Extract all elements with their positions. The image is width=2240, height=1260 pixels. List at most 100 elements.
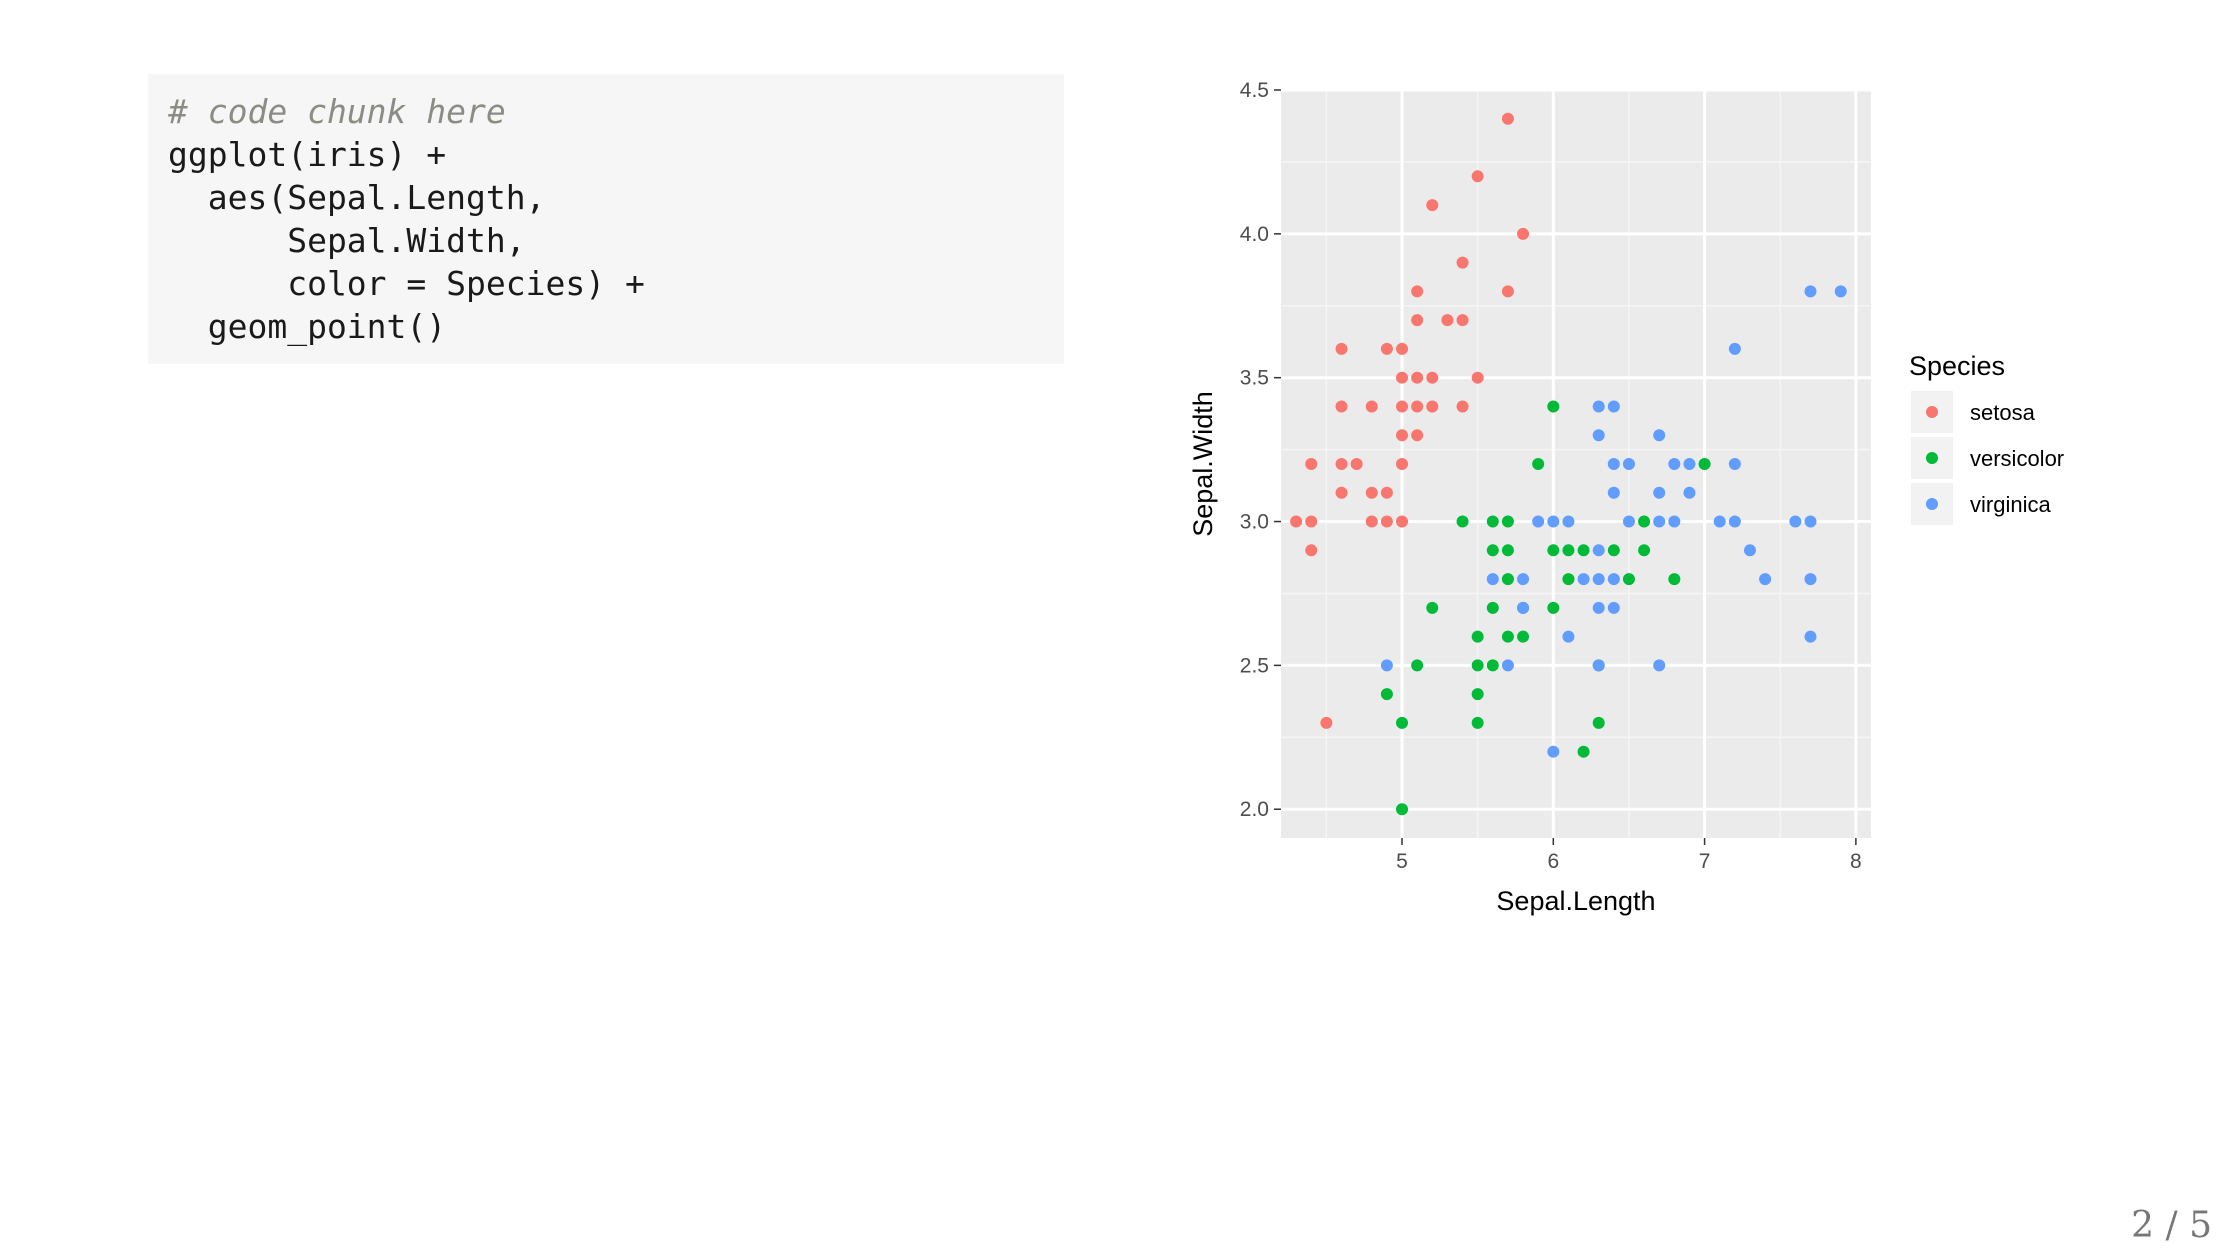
data-point-virginica [1501, 659, 1514, 672]
data-point-setosa [1411, 371, 1424, 384]
data-point-virginica [1547, 515, 1560, 528]
data-point-virginica [1804, 573, 1817, 586]
legend-label-virginica: virginica [1970, 492, 2051, 517]
data-point-virginica [1592, 601, 1605, 614]
data-point-virginica [1728, 458, 1741, 470]
data-point-versicolor [1486, 544, 1499, 557]
data-point-virginica [1653, 429, 1666, 442]
data-point-virginica [1547, 745, 1560, 758]
data-point-versicolor [1698, 458, 1711, 470]
data-point-virginica [1592, 659, 1605, 672]
data-point-setosa [1365, 400, 1378, 413]
data-point-setosa [1471, 371, 1484, 384]
data-point-setosa [1396, 342, 1409, 355]
data-point-setosa [1501, 112, 1514, 125]
data-point-virginica [1607, 400, 1620, 413]
code-comment: # code chunk here [168, 92, 506, 131]
data-point-setosa [1396, 400, 1409, 413]
data-point-setosa [1396, 371, 1409, 384]
axes: 5 6 7 8 2.0 2.5 3.0 3.5 4.0 4.5 [1240, 79, 1862, 873]
data-point-setosa [1290, 515, 1303, 528]
data-point-virginica [1486, 573, 1499, 586]
data-point-virginica [1592, 400, 1605, 413]
data-point-setosa [1426, 199, 1439, 212]
y-tick-label: 2.5 [1240, 654, 1269, 677]
data-point-setosa [1501, 285, 1514, 298]
data-point-virginica [1592, 544, 1605, 557]
code-line: ggplot(iris) + [168, 135, 447, 174]
data-point-versicolor [1517, 630, 1530, 643]
data-point-setosa [1350, 458, 1363, 470]
data-point-virginica [1607, 458, 1620, 470]
data-point-setosa [1396, 515, 1409, 528]
data-point-setosa [1426, 371, 1439, 384]
data-point-virginica [1592, 573, 1605, 586]
data-point-virginica [1607, 573, 1620, 586]
y-tick-label: 4.5 [1240, 79, 1269, 102]
data-point-setosa [1335, 458, 1348, 470]
data-point-versicolor [1668, 573, 1681, 586]
data-point-virginica [1607, 486, 1620, 499]
x-axis-label: Sepal.Length [1496, 886, 1655, 916]
data-point-setosa [1411, 314, 1424, 327]
code-line: Sepal.Width, [168, 221, 526, 260]
data-point-versicolor [1456, 515, 1469, 528]
data-point-virginica [1562, 515, 1575, 528]
data-point-setosa [1365, 515, 1378, 528]
data-point-setosa [1320, 716, 1333, 729]
data-point-setosa [1396, 458, 1409, 470]
data-point-virginica [1683, 458, 1696, 470]
legend-marker-virginica [1926, 498, 1938, 510]
data-point-versicolor [1562, 544, 1575, 557]
major-gridlines [1281, 88, 1871, 838]
data-point-versicolor [1501, 573, 1514, 586]
data-point-virginica [1728, 515, 1741, 528]
data-point-setosa [1411, 285, 1424, 298]
legend-title: Species [1909, 351, 2005, 381]
data-point-virginica [1834, 285, 1847, 298]
data-point-versicolor [1638, 544, 1651, 557]
data-point-virginica [1517, 573, 1530, 586]
data-point-setosa [1426, 400, 1439, 413]
data-point-virginica [1592, 429, 1605, 442]
data-point-virginica [1728, 342, 1741, 355]
code-text: # code chunk here ggplot(iris) + aes(Sep… [168, 90, 1044, 348]
data-point-virginica [1804, 515, 1817, 528]
data-point-virginica [1789, 515, 1802, 528]
data-point-setosa [1396, 429, 1409, 442]
data-point-virginica [1622, 515, 1635, 528]
data-point-virginica [1653, 515, 1666, 528]
data-points [1290, 112, 1847, 816]
data-point-versicolor [1471, 716, 1484, 729]
data-point-versicolor [1380, 688, 1393, 701]
data-point-virginica [1759, 573, 1772, 586]
data-point-setosa [1456, 314, 1469, 327]
legend-label-versicolor: versicolor [1970, 446, 2064, 471]
data-point-virginica [1804, 630, 1817, 643]
y-tick-label: 3.5 [1240, 367, 1269, 390]
code-line: geom_point() [168, 307, 447, 346]
data-point-setosa [1380, 515, 1393, 528]
data-point-virginica [1622, 458, 1635, 470]
y-tick-label: 4.0 [1240, 223, 1269, 246]
data-point-virginica [1668, 458, 1681, 470]
data-point-versicolor [1577, 745, 1590, 758]
data-point-versicolor [1607, 544, 1620, 557]
code-line: aes(Sepal.Length, [168, 178, 546, 217]
data-point-setosa [1335, 400, 1348, 413]
data-point-virginica [1713, 515, 1726, 528]
data-point-versicolor [1471, 688, 1484, 701]
data-point-virginica [1380, 659, 1393, 672]
data-point-versicolor [1501, 544, 1514, 557]
data-point-versicolor [1562, 573, 1575, 586]
data-point-virginica [1532, 515, 1545, 528]
data-point-versicolor [1501, 630, 1514, 643]
page-number: 2 / 5 [2131, 1205, 2212, 1246]
data-point-setosa [1411, 400, 1424, 413]
data-point-setosa [1517, 227, 1530, 240]
data-point-setosa [1305, 458, 1318, 470]
x-tick-label: 7 [1699, 850, 1711, 873]
data-point-virginica [1683, 486, 1696, 499]
x-tick-label: 5 [1396, 850, 1408, 873]
